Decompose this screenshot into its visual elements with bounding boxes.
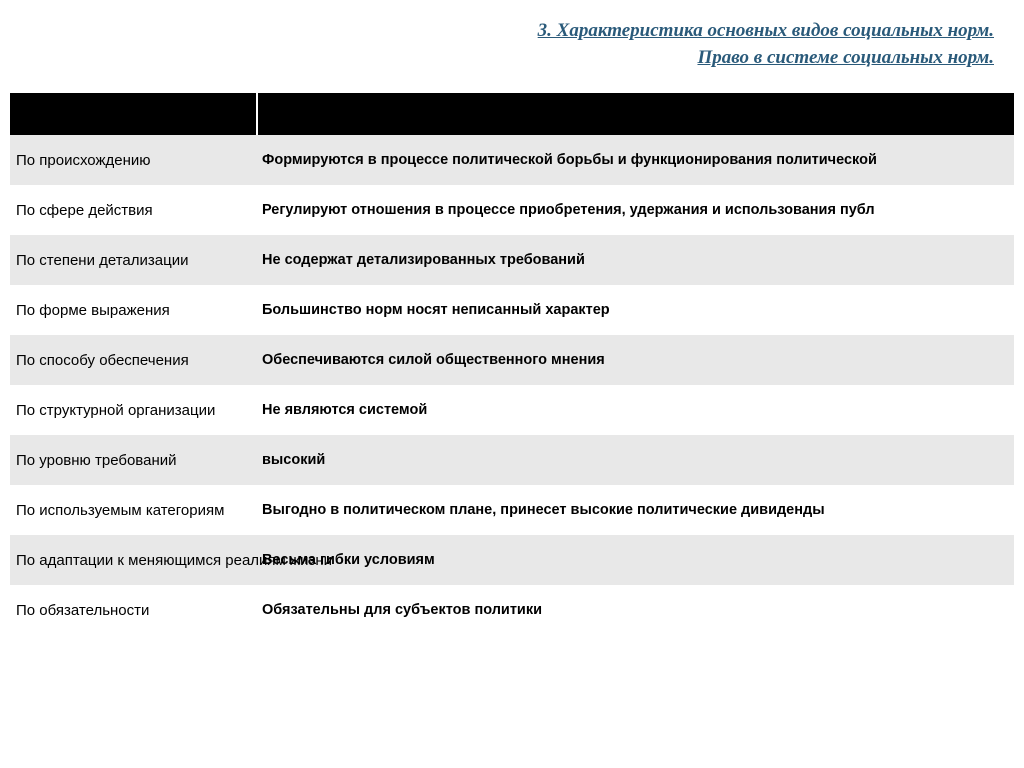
row-left-label: По происхождению: [10, 152, 256, 169]
table-row: По сфере действияРегулируют отношения в …: [10, 185, 1014, 235]
table-row: По уровню требованийвысокий: [10, 435, 1014, 485]
table-row: По происхождениюФормируются в процессе п…: [10, 135, 1014, 185]
row-overlap-wrap: По используемым категориям Выгодно в поли…: [10, 502, 1014, 518]
title-line-2: Право в системе социальных норм.: [30, 45, 994, 72]
table-row: По способу обеспеченияОбеспечиваются сил…: [10, 335, 1014, 385]
row-left-label: По сфере действия: [10, 202, 256, 219]
row-left-label: По способу обеспечения: [10, 352, 256, 369]
table-row: По обязательностиОбязательны для субъект…: [10, 585, 1014, 635]
title-line-1: 3. Характеристика основных видов социаль…: [30, 18, 994, 45]
row-right-value: Формируются в процессе политической борь…: [256, 152, 1014, 168]
table-row: По форме выраженияБольшинство норм носят…: [10, 285, 1014, 335]
row-right-value: Не являются системой: [262, 402, 427, 418]
row-left-label: По обязательности: [10, 602, 256, 619]
row-right-value: Выгодно в политическом плане, принесет в…: [262, 502, 825, 518]
row-right-value: Большинство норм носят неписанный характ…: [256, 302, 1014, 318]
row-left-label: По используемым категориям: [16, 502, 224, 519]
table-row: По адаптации к меняющимся реалиям жизниВ…: [10, 535, 1014, 585]
row-overlap-wrap: По адаптации к меняющимся реалиям жизниВ…: [10, 552, 1014, 568]
row-right-value: Обеспечиваются силой общественного мнени…: [256, 352, 1014, 368]
row-left-label: По уровню требований: [10, 452, 256, 469]
row-right-value: Не содержат детализированных требований: [256, 252, 1014, 268]
row-right-value: Весьма гибки условиям: [262, 552, 435, 568]
row-right-value: Регулируют отношения в процессе приобрет…: [256, 202, 1014, 218]
table-row: По используемым категориям Выгодно в поли…: [10, 485, 1014, 535]
slide-title-block: 3. Характеристика основных видов социаль…: [0, 0, 1024, 93]
table-header-left: [10, 93, 256, 135]
table-header-right: [258, 93, 1014, 135]
table-row: По степени детализацииНе содержат детали…: [10, 235, 1014, 285]
row-left-label: По степени детализации: [10, 252, 256, 269]
row-right-value: высокий: [256, 452, 1014, 468]
norms-table: По происхождениюФормируются в процессе п…: [10, 93, 1014, 635]
row-right-value: Обязательны для субъектов политики: [256, 602, 1014, 618]
table-row: По структурной организации Не являются си…: [10, 385, 1014, 435]
row-left-label: По форме выражения: [10, 302, 256, 319]
row-left-label: По структурной организации: [16, 402, 215, 419]
table-header-row: [10, 93, 1014, 135]
row-overlap-wrap: По структурной организации Не являются си…: [10, 402, 1014, 418]
